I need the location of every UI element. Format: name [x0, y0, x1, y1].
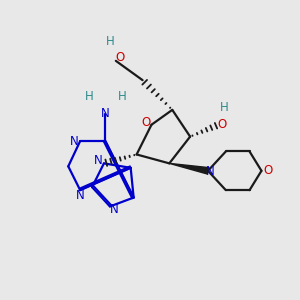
Text: O: O — [142, 116, 151, 129]
Text: O: O — [263, 164, 273, 177]
Polygon shape — [169, 164, 208, 174]
Text: N: N — [94, 154, 102, 167]
Text: N: N — [70, 135, 79, 148]
Text: O: O — [116, 51, 125, 64]
Text: H: H — [85, 90, 93, 103]
Text: O: O — [217, 118, 226, 131]
Text: N: N — [76, 189, 85, 202]
Text: N: N — [206, 165, 215, 178]
Text: H: H — [106, 35, 114, 48]
Text: H: H — [117, 90, 126, 103]
Text: N: N — [101, 107, 110, 120]
Text: H: H — [220, 101, 229, 114]
Text: N: N — [110, 203, 119, 216]
